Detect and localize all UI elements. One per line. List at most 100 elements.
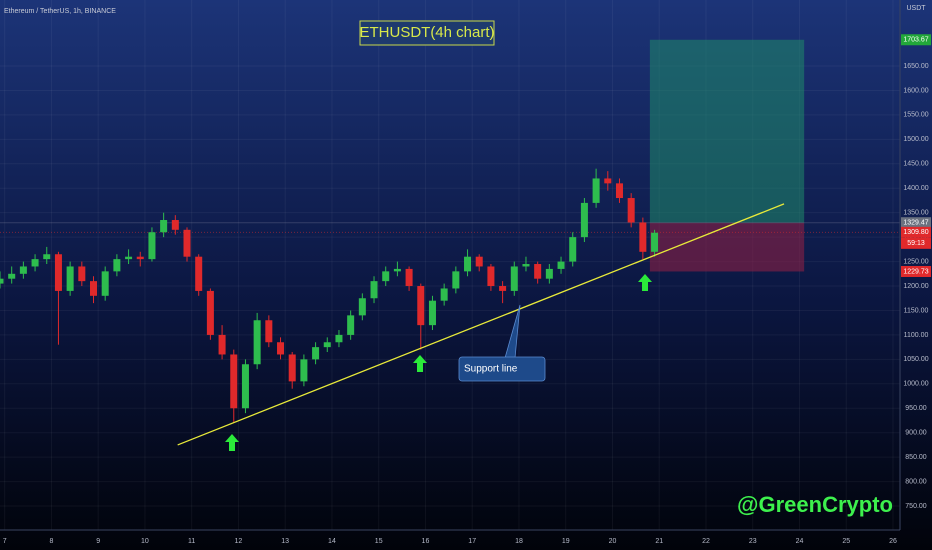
stop-tag: 1229.73 — [903, 268, 928, 275]
candle-body — [639, 222, 647, 252]
y-tick-label: 1650.00 — [903, 63, 928, 70]
x-tick-label: 15 — [375, 538, 383, 545]
entry-tag-bg — [901, 217, 931, 229]
candle-body — [615, 183, 623, 199]
y-tick-label: 800.00 — [905, 478, 927, 485]
x-tick-label: 16 — [422, 538, 430, 545]
support-line — [177, 203, 785, 446]
candle-body — [265, 320, 273, 343]
y-tick-label: 1150.00 — [904, 307, 929, 314]
candle-body — [487, 266, 495, 287]
y-tick-label: 1500.00 — [903, 136, 928, 143]
last-price-tag: 1309.80 — [903, 229, 928, 236]
candle-body — [405, 268, 413, 287]
watermark: @GreenCrypto — [737, 492, 893, 517]
x-tick-label: 14 — [328, 538, 336, 545]
candle-body — [580, 202, 588, 238]
candle-body — [230, 354, 238, 409]
y-tick-label: 950.00 — [905, 405, 927, 412]
candle-body — [171, 220, 179, 230]
candle-body — [125, 256, 133, 260]
candle-body — [54, 254, 62, 291]
candle-body — [627, 198, 635, 223]
y-tick-label: 850.00 — [905, 454, 927, 461]
x-tick-label: 12 — [235, 538, 243, 545]
candle-body — [148, 232, 156, 260]
candle-body — [382, 271, 390, 282]
candle-body — [101, 271, 109, 296]
candle-body — [475, 256, 483, 267]
loss-zone — [649, 222, 805, 272]
candle-body — [370, 281, 378, 299]
y-tick-label: 1200.00 — [903, 283, 928, 290]
x-tick-label: 11 — [188, 538, 195, 545]
x-tick-label: 10 — [141, 538, 149, 545]
candle-body — [592, 178, 600, 203]
candle-body — [136, 256, 144, 260]
candle-body — [0, 278, 4, 284]
candle-body — [569, 237, 577, 262]
y-tick-label: 750.00 — [905, 503, 927, 510]
candle-body — [347, 315, 355, 335]
candle-body — [522, 264, 530, 267]
chart-title: ETHUSDT(4h chart) — [359, 24, 494, 41]
candle-body — [218, 334, 226, 355]
y-tick-label: 1550.00 — [903, 112, 928, 119]
y-tick-label: 1400.00 — [903, 185, 928, 192]
x-tick-label: 26 — [889, 538, 897, 545]
candle-body — [428, 300, 436, 326]
y-tick-label: 1350.00 — [903, 210, 928, 217]
candle-body — [195, 256, 203, 291]
y-tick-label: 1100.00 — [904, 332, 929, 339]
y-tick-label: 1050.00 — [903, 356, 928, 363]
candle-body — [464, 256, 472, 272]
countdown: 59:13 — [907, 240, 925, 247]
candle-body — [440, 288, 448, 301]
candle-body — [651, 232, 659, 252]
arrow-up — [413, 355, 427, 372]
candle-body — [206, 290, 214, 335]
last-price-tag-bg — [901, 226, 931, 238]
profit-zone — [649, 39, 805, 223]
candle-body — [358, 298, 366, 316]
candle-body — [31, 259, 39, 267]
entry-tag: 1329.47 — [903, 220, 928, 227]
target-tag: 1703.67 — [903, 37, 928, 44]
stop-tag-bg — [901, 265, 931, 277]
candle-body — [253, 320, 261, 365]
candle-body — [300, 359, 308, 382]
callout-label: Support line — [464, 364, 518, 375]
candle-body — [288, 354, 296, 382]
candle-body — [393, 268, 401, 272]
candle-body — [510, 266, 518, 291]
countdown-bg — [901, 237, 931, 249]
x-tick-label: 9 — [96, 538, 100, 545]
y-tick-label: 1600.00 — [903, 87, 928, 94]
candle-body — [90, 281, 98, 296]
y-tick-label: 1250.00 — [903, 258, 928, 265]
candle-body — [8, 273, 16, 279]
candle-body — [43, 254, 51, 260]
candle-body — [335, 334, 343, 343]
candle-body — [499, 286, 507, 291]
candle-body — [19, 266, 27, 274]
candle-body — [452, 271, 460, 289]
candle-body — [417, 286, 425, 326]
candle-body — [323, 342, 331, 348]
y-tick-label: 1000.00 — [903, 381, 928, 388]
currency-label: USDT — [906, 5, 926, 12]
y-tick-label: 900.00 — [905, 430, 927, 437]
candle-body — [113, 259, 121, 272]
arrows — [225, 274, 652, 451]
candle-body — [277, 342, 285, 355]
candle-body — [66, 266, 74, 291]
x-tick-label: 20 — [609, 538, 617, 545]
candle-body — [160, 220, 168, 233]
arrow-up — [225, 434, 239, 451]
title-box — [359, 20, 495, 46]
x-tick-label: 19 — [562, 538, 570, 545]
callout-box — [458, 356, 546, 382]
candle-body — [78, 266, 86, 282]
arrow-up — [638, 274, 652, 291]
